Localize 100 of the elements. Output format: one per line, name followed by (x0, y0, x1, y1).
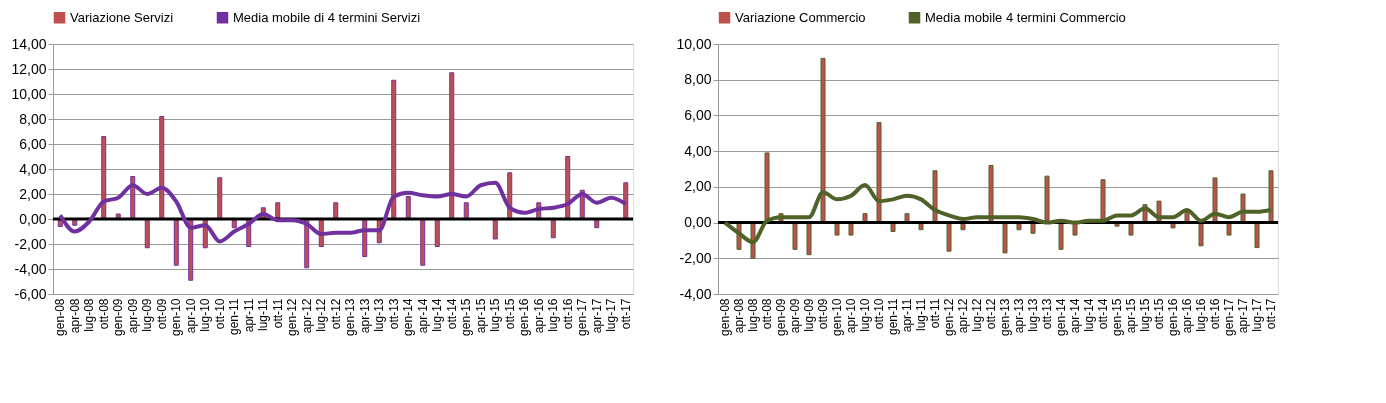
y-tick-label: -4,00 (14, 260, 47, 277)
x-tick-label: lug-17 (1250, 298, 1264, 332)
x-tick-label: gen-10 (830, 298, 844, 336)
y-tick-label: 6,00 (19, 135, 47, 152)
x-tick-label: lug-08 (746, 298, 760, 332)
y-tick-label: 4,00 (19, 160, 47, 177)
x-tick-label: gen-10 (169, 298, 184, 336)
x-tick-label: apr-16 (531, 298, 546, 334)
y-tick-label: 8,00 (19, 110, 47, 127)
x-tick-label: apr-14 (415, 298, 430, 334)
x-tick-label: apr-13 (1012, 298, 1026, 334)
x-tick-label: ott-08 (760, 298, 774, 330)
x-tick-label: apr-15 (473, 298, 488, 334)
x-tick-label: apr-11 (900, 298, 914, 333)
x-tick-label: gen-08 (718, 298, 732, 336)
x-tick-label: lug-11 (914, 298, 928, 331)
x-tick-label: lug-13 (1026, 298, 1040, 332)
x-tick-label: ott-10 (872, 298, 886, 330)
x-tick-label: lug-15 (488, 298, 503, 332)
x-tick-label: gen-16 (517, 298, 532, 336)
y-tick-label: 0,00 (684, 214, 712, 231)
x-tick-label: gen-09 (111, 298, 126, 336)
x-tick-label: lug-12 (970, 298, 984, 332)
x-tick-label: lug-14 (430, 298, 445, 332)
x-tick-label: gen-16 (1166, 298, 1180, 336)
x-tick-label: lug-16 (546, 298, 561, 332)
x-tick-label: ott-09 (816, 298, 830, 330)
x-tick-label: lug-17 (604, 298, 619, 332)
x-tick-label: ott-13 (1040, 298, 1054, 330)
x-tick-label: ott-14 (1096, 298, 1110, 330)
x-tick-label: ott-12 (328, 298, 343, 330)
x-tick-label: ott-11 (928, 298, 942, 329)
x-tick-label: gen-15 (1110, 298, 1124, 336)
x-tick-label: ott-10 (212, 298, 227, 330)
x-tick-label: ott-14 (444, 298, 459, 330)
x-tick-label: lug-14 (1082, 298, 1096, 332)
x-tick-label: ott-16 (560, 298, 575, 330)
x-tick-label: lug-12 (314, 298, 329, 332)
x-tick-label: lug-09 (802, 298, 816, 332)
x-tick-label: apr-12 (956, 298, 970, 334)
x-tick-label: ott-17 (618, 298, 633, 330)
x-tick-label: apr-10 (844, 298, 858, 334)
x-tick-label: ott-17 (1264, 298, 1278, 330)
x-tick-label: lug-16 (1194, 298, 1208, 332)
y-tick-label: 2,00 (19, 185, 47, 202)
x-tick-label: apr-10 (183, 298, 198, 334)
x-tick-label: gen-09 (774, 298, 788, 336)
x-tick-label: gen-11 (886, 298, 900, 335)
x-tick-label: apr-11 (241, 298, 256, 333)
x-tick-label: ott-13 (386, 298, 401, 330)
x-tick-label: gen-14 (1054, 298, 1068, 336)
y-tick-label: 0,00 (19, 210, 47, 227)
y-tick-label: 10,00 (11, 85, 47, 102)
x-tick-label: gen-12 (285, 298, 300, 336)
x-tick-label: apr-15 (1124, 298, 1138, 334)
x-tick-label: lug-10 (858, 298, 872, 332)
y-tick-label: 12,00 (11, 60, 47, 77)
x-tick-label: gen-12 (942, 298, 956, 336)
x-tick-label: apr-16 (1180, 298, 1194, 334)
x-tick-label: lug-13 (372, 298, 387, 332)
x-tick-label: ott-12 (984, 298, 998, 330)
x-tick-label: gen-13 (998, 298, 1012, 336)
x-tick-label: lug-10 (198, 298, 213, 332)
x-tick-label: apr-08 (67, 298, 82, 334)
x-tick-label: lug-09 (140, 298, 155, 332)
x-tick-label: gen-08 (53, 298, 68, 336)
x-tick-label: ott-09 (154, 298, 169, 330)
x-tick-label: apr-08 (732, 298, 746, 334)
x-tick-label: ott-08 (96, 298, 111, 330)
x-tick-label: gen-13 (343, 298, 358, 336)
y-tick-label: 8,00 (684, 71, 712, 88)
x-tick-label: lug-15 (1138, 298, 1152, 332)
x-tick-label: gen-15 (459, 298, 474, 336)
x-tick-label: apr-09 (788, 298, 802, 334)
legend-label: Variazione Servizi (70, 9, 174, 25)
y-tick-label: -4,00 (679, 285, 712, 302)
legend-label: Media mobile 4 termini Commercio (925, 9, 1126, 25)
y-tick-label: -6,00 (14, 285, 47, 302)
y-tick-label: 14,00 (11, 35, 47, 52)
x-tick-label: ott-11 (270, 298, 285, 329)
x-tick-label: apr-09 (125, 298, 140, 334)
y-tick-label: 4,00 (684, 142, 712, 159)
legend-label: Variazione Commercio (735, 9, 866, 25)
y-tick-label: 6,00 (684, 106, 712, 123)
x-tick-label: ott-16 (1208, 298, 1222, 330)
x-tick-label: gen-11 (227, 298, 242, 335)
x-tick-label: gen-17 (1222, 298, 1236, 336)
x-tick-label: apr-17 (1236, 298, 1250, 334)
x-tick-label: ott-15 (502, 298, 517, 330)
y-tick-label: 2,00 (684, 178, 712, 195)
x-tick-label: gen-14 (401, 298, 416, 336)
x-tick-label: apr-12 (299, 298, 314, 334)
y-tick-label: -2,00 (14, 235, 47, 252)
x-tick-label: apr-14 (1068, 298, 1082, 334)
x-tick-label: gen-17 (575, 298, 590, 336)
legend-label: Media mobile di 4 termini Servizi (233, 9, 421, 25)
x-tick-label: apr-17 (589, 298, 604, 334)
y-tick-label: -2,00 (679, 249, 712, 266)
x-tick-label: lug-08 (82, 298, 97, 332)
x-tick-label: apr-13 (357, 298, 372, 334)
